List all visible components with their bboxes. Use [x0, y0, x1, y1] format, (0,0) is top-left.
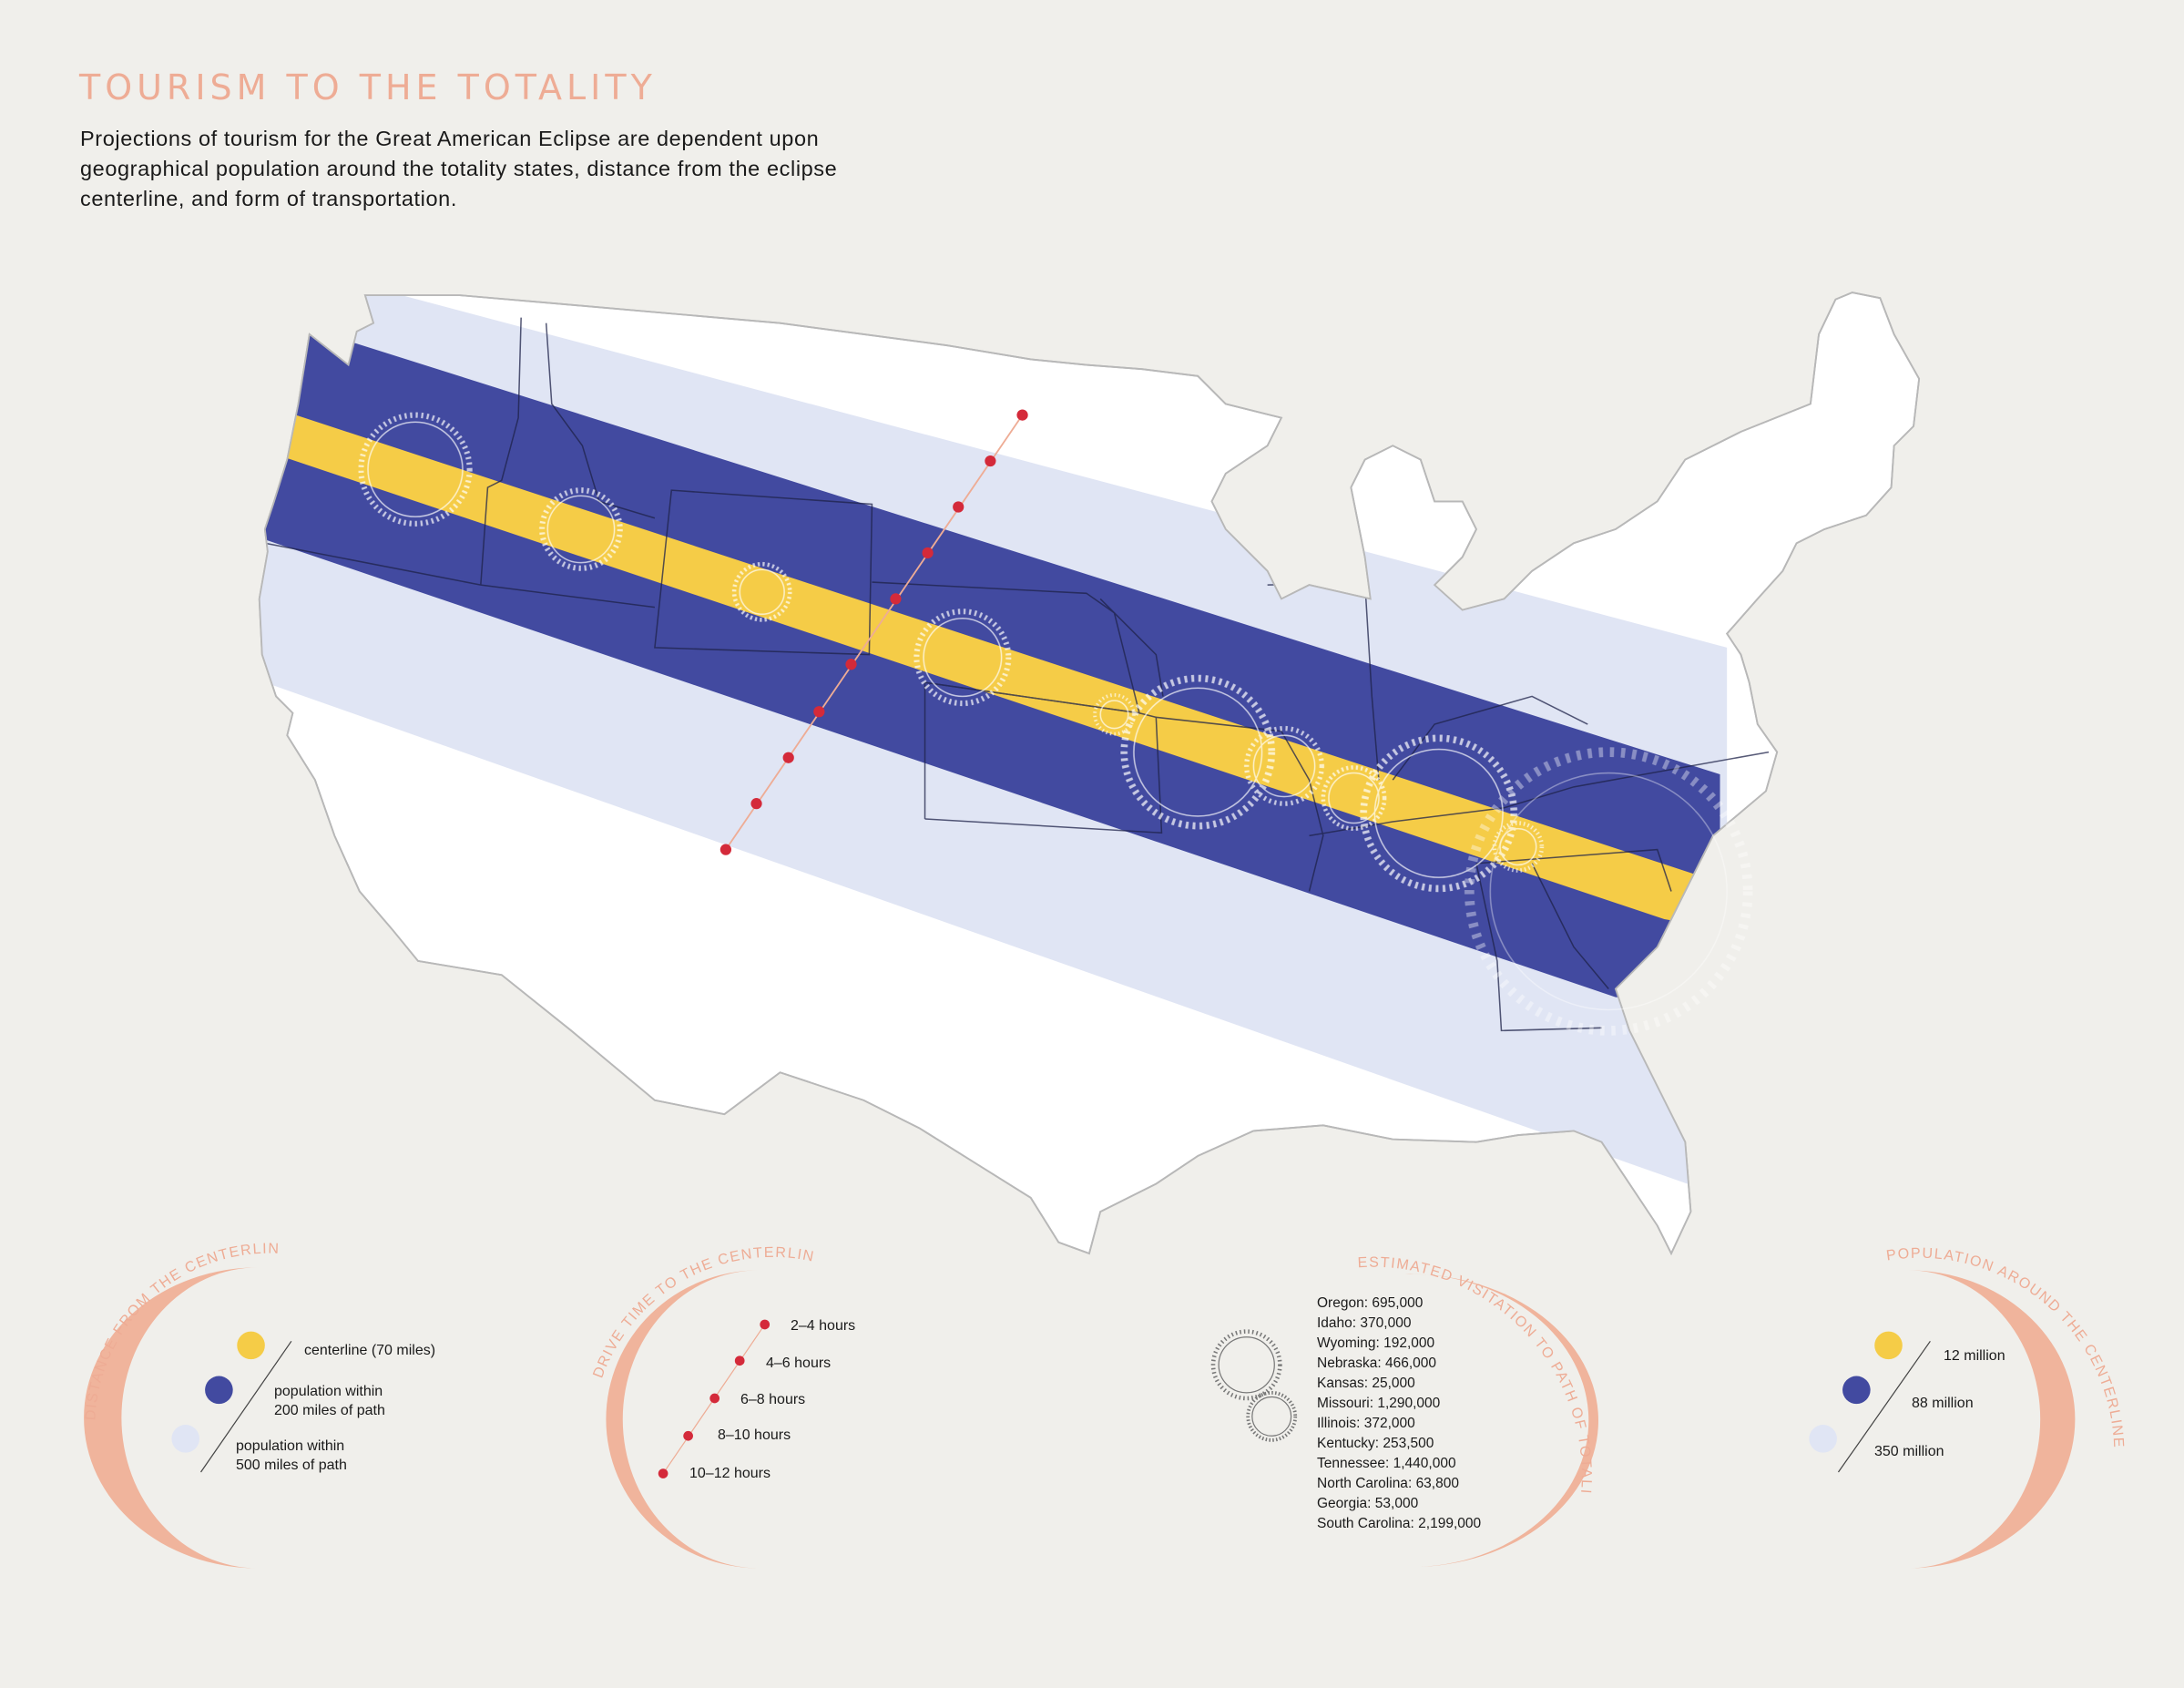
legend-label-200mi-2: 200 miles of path [274, 1403, 385, 1418]
visit-row: South Carolina: 2,199,000 [1317, 1516, 1482, 1531]
crescent-population [1907, 1270, 2076, 1569]
ring-north-carolina-icon [1492, 821, 1545, 873]
swatch-88m [1842, 1376, 1871, 1405]
ring-kansas-icon [1093, 692, 1136, 736]
legend-label-centerline: centerline (70 miles) [304, 1343, 436, 1358]
ring-oregon-icon [358, 412, 473, 527]
visit-row: Illinois: 372,000 [1317, 1416, 1415, 1431]
ring-kentucky-icon [1321, 765, 1387, 831]
swatch-500mi [171, 1425, 199, 1453]
legend-label-500mi-2: 500 miles of path [236, 1458, 347, 1473]
legend-label-500mi-1: population within [236, 1438, 345, 1454]
visit-row: Missouri: 1,290,000 [1317, 1396, 1441, 1411]
ring-wyoming-icon [731, 561, 792, 622]
visit-row: Wyoming: 192,000 [1317, 1335, 1435, 1351]
legend-title-distance: DISTANCE FROM THE CENTERLINE [0, 0, 281, 1421]
swatch-12m [1874, 1331, 1903, 1360]
drive-label-8-10: 8–10 hours [718, 1427, 791, 1443]
drive-label-6-8: 6–8 hours [740, 1392, 806, 1407]
page-title: TOURISM TO THE TOTALITY [79, 67, 657, 107]
crescent-distance [84, 1267, 259, 1569]
ring-missouri-icon [1120, 674, 1276, 830]
visit-row: Idaho: 370,000 [1317, 1315, 1412, 1331]
drive-time-line [719, 409, 1028, 855]
centerline-band [279, 409, 1713, 928]
visit-row: Tennessee: 1,440,000 [1317, 1456, 1456, 1471]
ring-illinois-icon [1244, 725, 1324, 806]
visit-row: Nebraska: 466,000 [1317, 1356, 1436, 1371]
population-label-350m: 350 million [1874, 1444, 1944, 1459]
swatch-350m [1809, 1425, 1837, 1453]
intro-line: geographical population around the total… [80, 157, 838, 180]
drive-label-4-6: 4–6 hours [766, 1356, 832, 1371]
intro-line: centerline, and form of transportation. [80, 187, 457, 210]
visitation-list: Oregon: 695,000 Idaho: 370,000 Wyoming: … [1317, 1294, 1481, 1534]
visit-row: Oregon: 695,000 [1317, 1295, 1424, 1311]
ring-nebraska-icon [913, 609, 1012, 707]
legend-label-200mi-1: population within [274, 1384, 383, 1399]
intro-paragraph: Projections of tourism for the Great Ame… [80, 124, 954, 214]
visit-row: Kentucky: 253,500 [1317, 1436, 1434, 1451]
drive-label-2-4: 2–4 hours [791, 1318, 856, 1334]
population-label-12m: 12 million [1944, 1348, 2005, 1364]
intro-line: Projections of tourism for the Great Ame… [80, 127, 820, 150]
legend-title-population: POPULATION AROUND THE CENTERLINE [1885, 1245, 2127, 1449]
ring-sample-icon [1210, 1329, 1298, 1442]
ring-tennessee-icon [1360, 734, 1518, 893]
population-label-88m: 88 million [1912, 1396, 1974, 1411]
swatch-200mi [205, 1376, 233, 1405]
visit-row: Kansas: 25,000 [1317, 1376, 1415, 1391]
visit-row: Georgia: 53,000 [1317, 1496, 1419, 1511]
ring-south-carolina-icon [1464, 747, 1753, 1036]
visit-row: North Carolina: 63,800 [1317, 1476, 1459, 1491]
swatch-centerline [237, 1331, 265, 1360]
drive-label-10-12: 10–12 hours [689, 1466, 771, 1481]
